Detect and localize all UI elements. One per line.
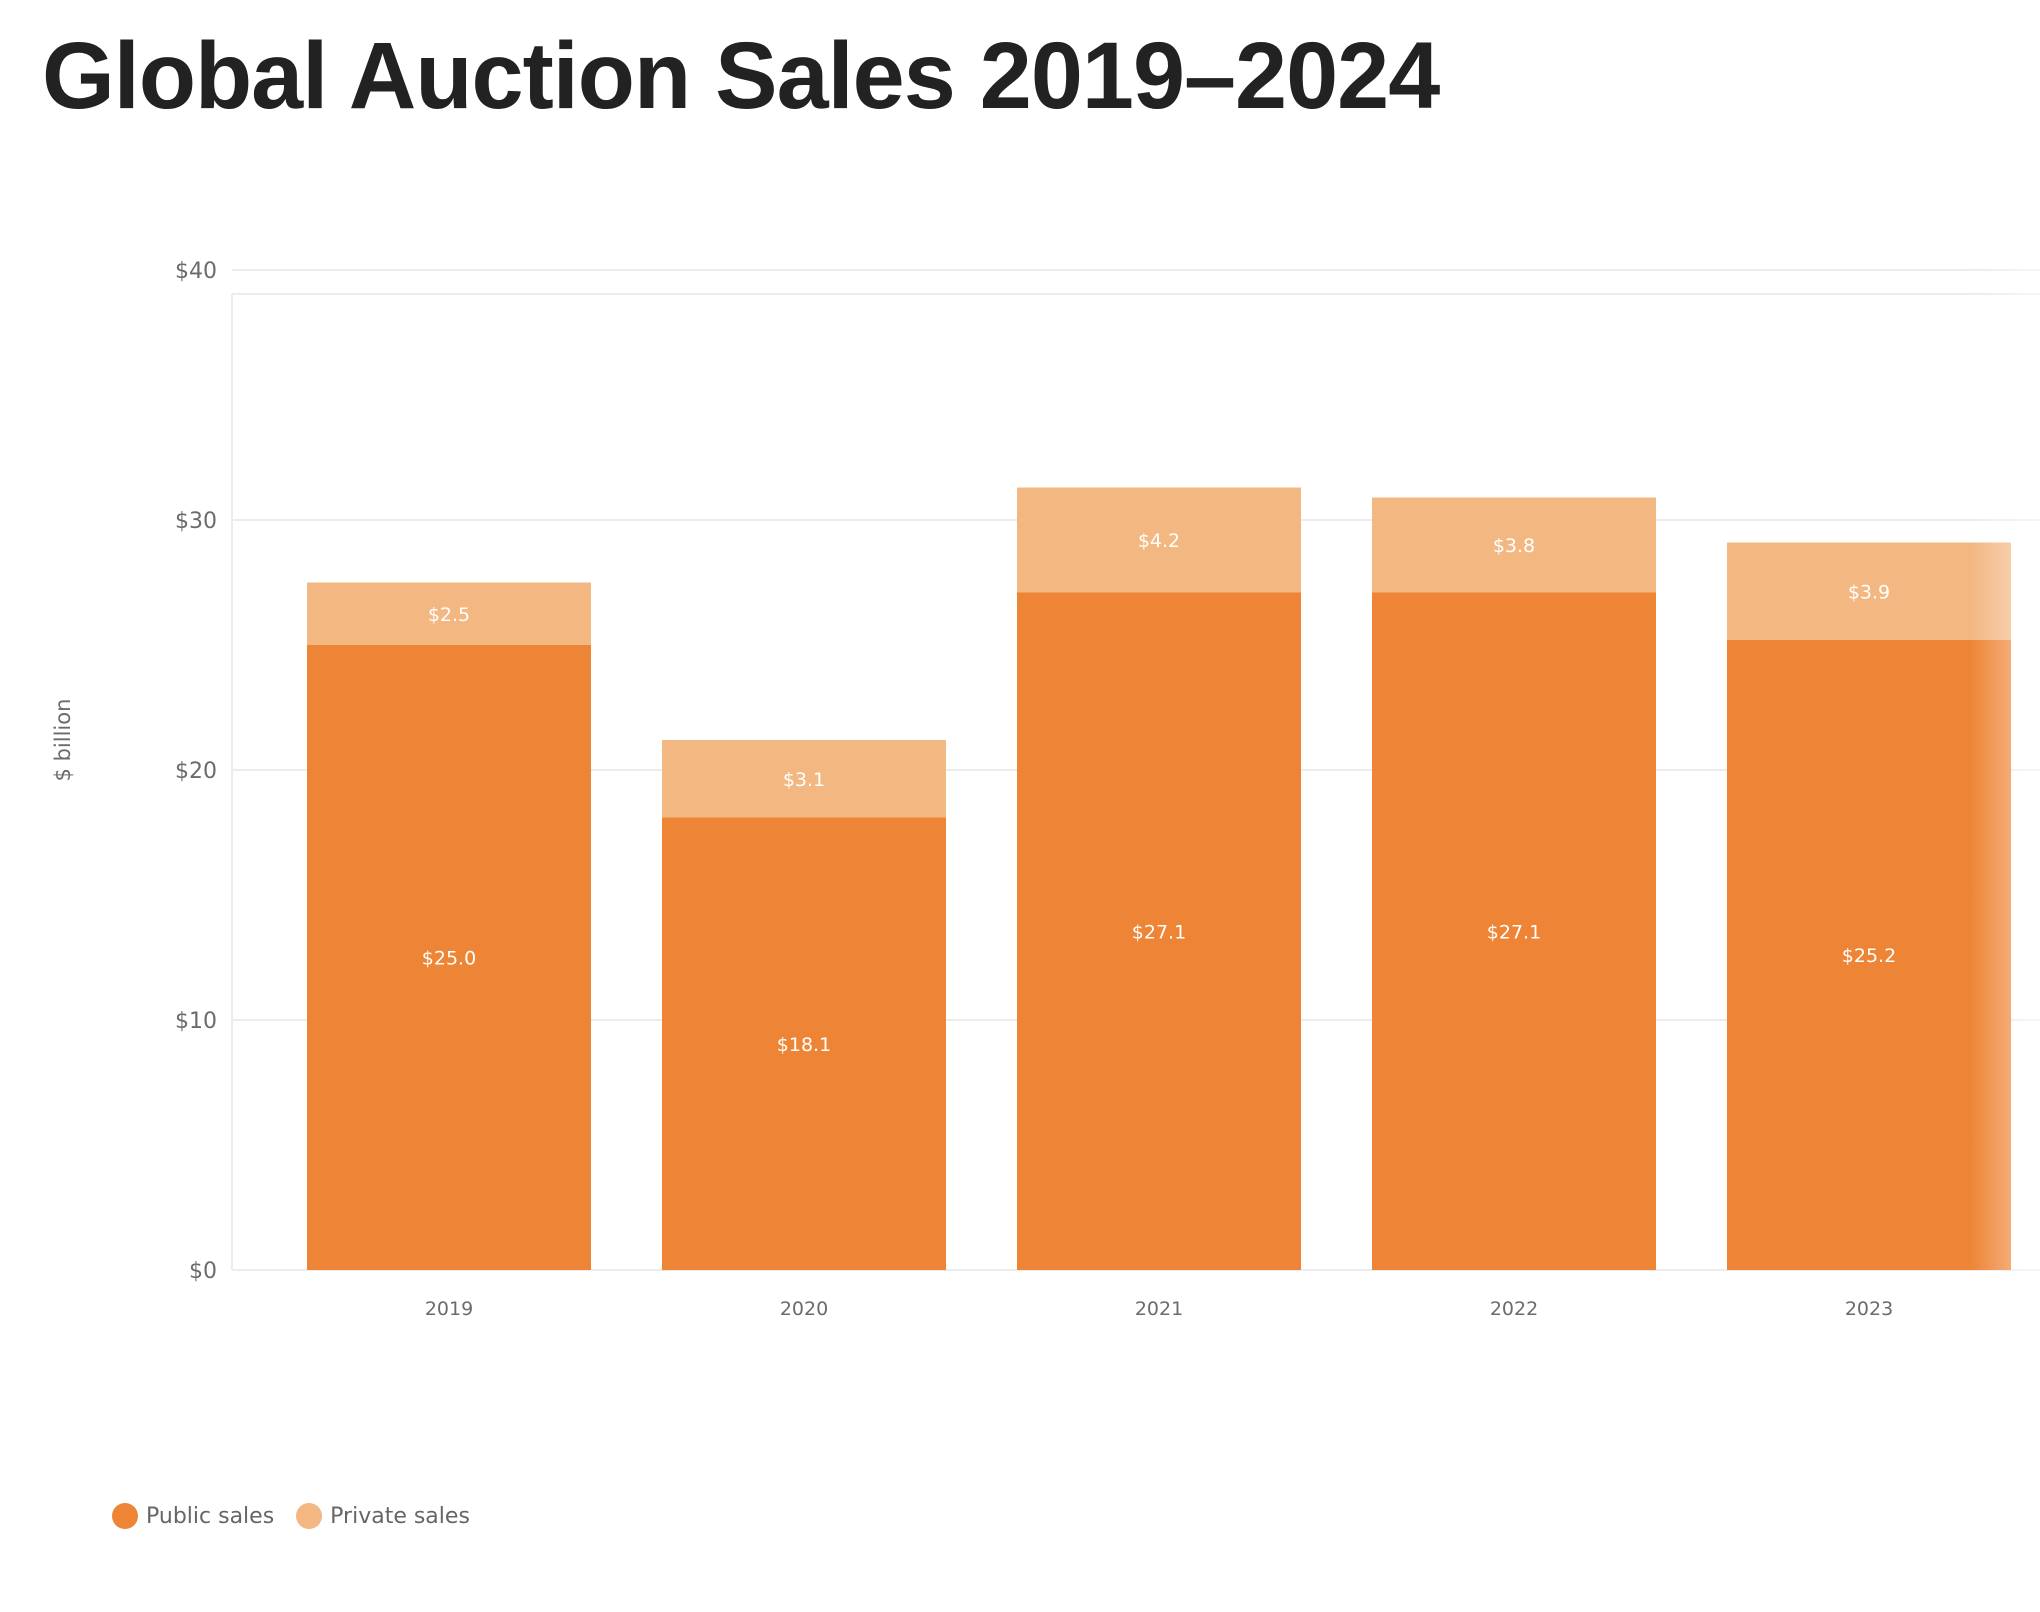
y-axis-label: $ billion (51, 699, 75, 782)
data-label-private-2021: $4.2 (1138, 530, 1180, 552)
data-label-private-2019: $2.5 (428, 604, 470, 626)
data-label-private-2020: $3.1 (783, 769, 825, 791)
data-label-private-2023: $3.9 (1848, 581, 1890, 603)
data-label-private-2022: $3.8 (1493, 535, 1535, 557)
bar-private-2023 (1727, 542, 2011, 640)
x-axis-ticks: 2019 2020 2021 2022 2023 (425, 1298, 1893, 1320)
legend-item-public[interactable]: Public sales (112, 1503, 274, 1529)
x-tick-label-2020: 2020 (780, 1298, 828, 1320)
y-tick-label: $30 (175, 509, 217, 534)
y-axis-ticks: $0 $10 $20 $30 $40 (175, 259, 217, 1284)
legend-swatch-public (112, 1503, 138, 1529)
x-tick-label-2021: 2021 (1135, 1298, 1183, 1320)
bar-public-2019 (307, 645, 591, 1270)
data-label-public-2022: $27.1 (1487, 921, 1541, 943)
bar-public-2020 (662, 817, 946, 1270)
bars: $25.0 $2.5 $18.1 $3.1 $27.1 $4.2 $27.1 $3.8 $25.… (307, 487, 2011, 1270)
bar-private-2019 (307, 582, 591, 645)
chart-title: Global Auction Sales 2019–2024 (42, 23, 1440, 129)
y-tick-label: $20 (175, 759, 217, 784)
x-tick-label-2022: 2022 (1490, 1298, 1538, 1320)
legend-swatch-private (296, 1503, 323, 1529)
legend-item-private[interactable]: Private sales (296, 1503, 470, 1529)
bar-private-2020 (662, 740, 946, 818)
data-label-public-2021: $27.1 (1132, 921, 1186, 943)
x-tick-label-2023: 2023 (1845, 1298, 1893, 1320)
legend: Public sales Private sales (112, 1503, 470, 1529)
data-label-public-2020: $18.1 (777, 1034, 831, 1056)
legend-label-private: Private sales (330, 1503, 470, 1529)
bar-private-2022 (1372, 497, 1656, 593)
bar-private-2021 (1017, 487, 1301, 593)
y-tick-label: $40 (175, 259, 217, 284)
data-label-public-2023: $25.2 (1842, 945, 1896, 967)
plot-frame (231, 293, 2040, 1270)
bar-public-2022 (1372, 592, 1656, 1270)
bar-public-2023 (1727, 640, 2011, 1270)
y-tick-label: $0 (189, 1259, 217, 1284)
y-tick-label: $10 (175, 1009, 217, 1034)
bar-public-2021 (1017, 592, 1301, 1270)
data-label-public-2019: $25.0 (422, 948, 476, 970)
x-tick-label-2019: 2019 (425, 1298, 473, 1320)
legend-label-public: Public sales (146, 1503, 275, 1529)
